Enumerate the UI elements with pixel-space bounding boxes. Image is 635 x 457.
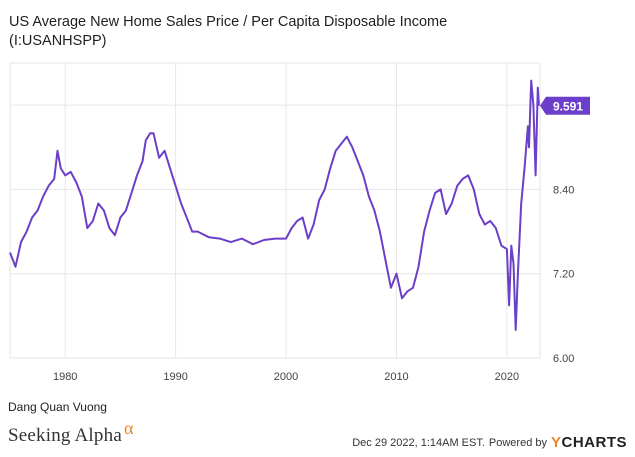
plot-frame [9,62,541,359]
chart-title: US Average New Home Sales Price / Per Ca… [9,13,609,51]
brand-name: Seeking Alpha [8,425,122,446]
grid-layer [9,62,541,359]
series-line [9,79,540,331]
x-tick-label: 1980 [53,371,77,383]
x-tick-label: 2020 [495,371,519,383]
seeking-alpha-logo: Seeking Alpha α [8,418,134,447]
alpha-icon: α [123,418,134,438]
footer-date: Dec 29 2022, 1:14AM EST. [352,436,485,449]
author-name: Dang Quan Vuong [8,400,107,414]
last-value-badge [540,96,590,115]
x-tick-label: 2000 [274,371,298,383]
y-tick-label: 6.00 [553,353,574,365]
ycharts-logo: YCHARTS [550,434,627,451]
y-tick-label: 8.40 [553,184,574,196]
chart-title-main: US Average New Home Sales Price / Per Ca… [9,14,448,30]
chart-title-sub: (I:USANHSPP) [9,33,107,49]
y-tick-label: 7.20 [553,269,574,281]
last-value-layer: 9.591 [540,96,590,115]
last-value-label: 9.591 [553,99,583,113]
footer-powered: Powered by [488,436,547,449]
series-layer [9,79,540,331]
footer-credits: Dec 29 2022, 1:14AM EST. Powered by YCHA… [352,434,627,451]
axis-layer: 6.007.208.409.6019801990200020102020 [53,100,574,383]
x-tick-label: 2010 [384,371,408,383]
x-tick-label: 1990 [163,371,187,383]
